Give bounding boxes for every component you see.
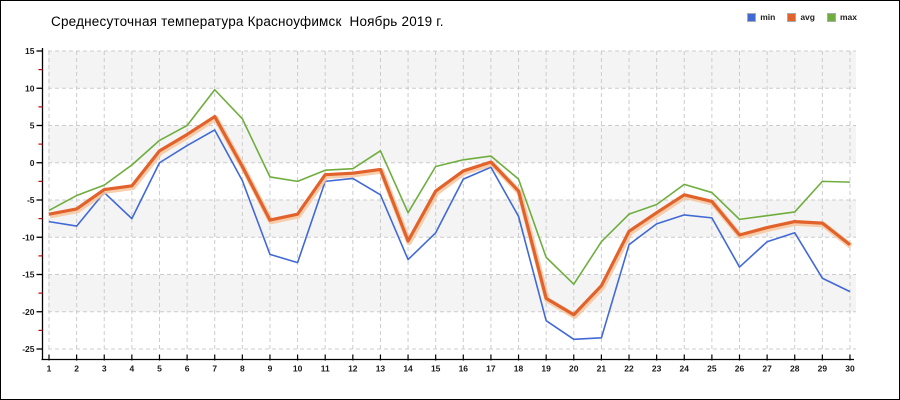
svg-text:7: 7 [212,364,217,374]
svg-text:19: 19 [541,364,551,374]
svg-text:-10: -10 [22,232,35,242]
svg-text:28: 28 [790,364,800,374]
svg-text:23: 23 [652,364,662,374]
svg-text:3: 3 [102,364,107,374]
svg-text:11: 11 [321,364,330,374]
svg-text:5: 5 [30,121,35,131]
svg-text:-25: -25 [22,344,35,354]
svg-text:-20: -20 [22,307,35,317]
svg-text:5: 5 [157,364,162,374]
svg-text:27: 27 [762,364,772,374]
svg-text:12: 12 [348,364,358,374]
svg-text:16: 16 [459,364,469,374]
svg-text:15: 15 [25,46,35,56]
legend-swatch-min-icon [747,13,757,22]
svg-text:9: 9 [268,364,273,374]
svg-text:2: 2 [74,364,79,374]
legend-label-max: max [839,12,857,23]
svg-text:22: 22 [624,364,634,374]
legend-item-avg: avg [787,13,815,22]
legend-label-min: min [760,12,776,23]
legend-item-min: min [747,13,775,22]
svg-text:13: 13 [376,364,386,374]
svg-text:25: 25 [707,364,717,374]
legend-swatch-max-icon [826,13,836,22]
svg-text:-5: -5 [27,195,35,205]
svg-text:8: 8 [240,364,245,374]
chart-title: Среднесуточная температура Красноуфимск … [51,14,444,29]
legend: min avg max [747,13,857,22]
legend-item-max: max [826,12,857,23]
legend-label-avg: avg [800,12,815,23]
svg-text:17: 17 [486,364,496,374]
svg-text:1: 1 [47,364,52,374]
svg-text:21: 21 [597,364,607,374]
svg-text:6: 6 [185,364,190,374]
svg-text:29: 29 [818,364,828,374]
svg-text:0: 0 [30,158,35,168]
svg-text:18: 18 [514,364,524,374]
svg-text:4: 4 [129,364,134,374]
svg-text:14: 14 [403,364,413,374]
svg-text:20: 20 [569,364,579,374]
svg-text:10: 10 [293,364,303,374]
svg-text:10: 10 [25,83,35,93]
svg-text:26: 26 [735,364,745,374]
svg-text:15: 15 [431,364,441,374]
legend-swatch-avg-icon [787,13,797,22]
svg-text:30: 30 [845,364,855,374]
svg-text:-15: -15 [22,270,35,280]
svg-text:24: 24 [680,364,690,374]
